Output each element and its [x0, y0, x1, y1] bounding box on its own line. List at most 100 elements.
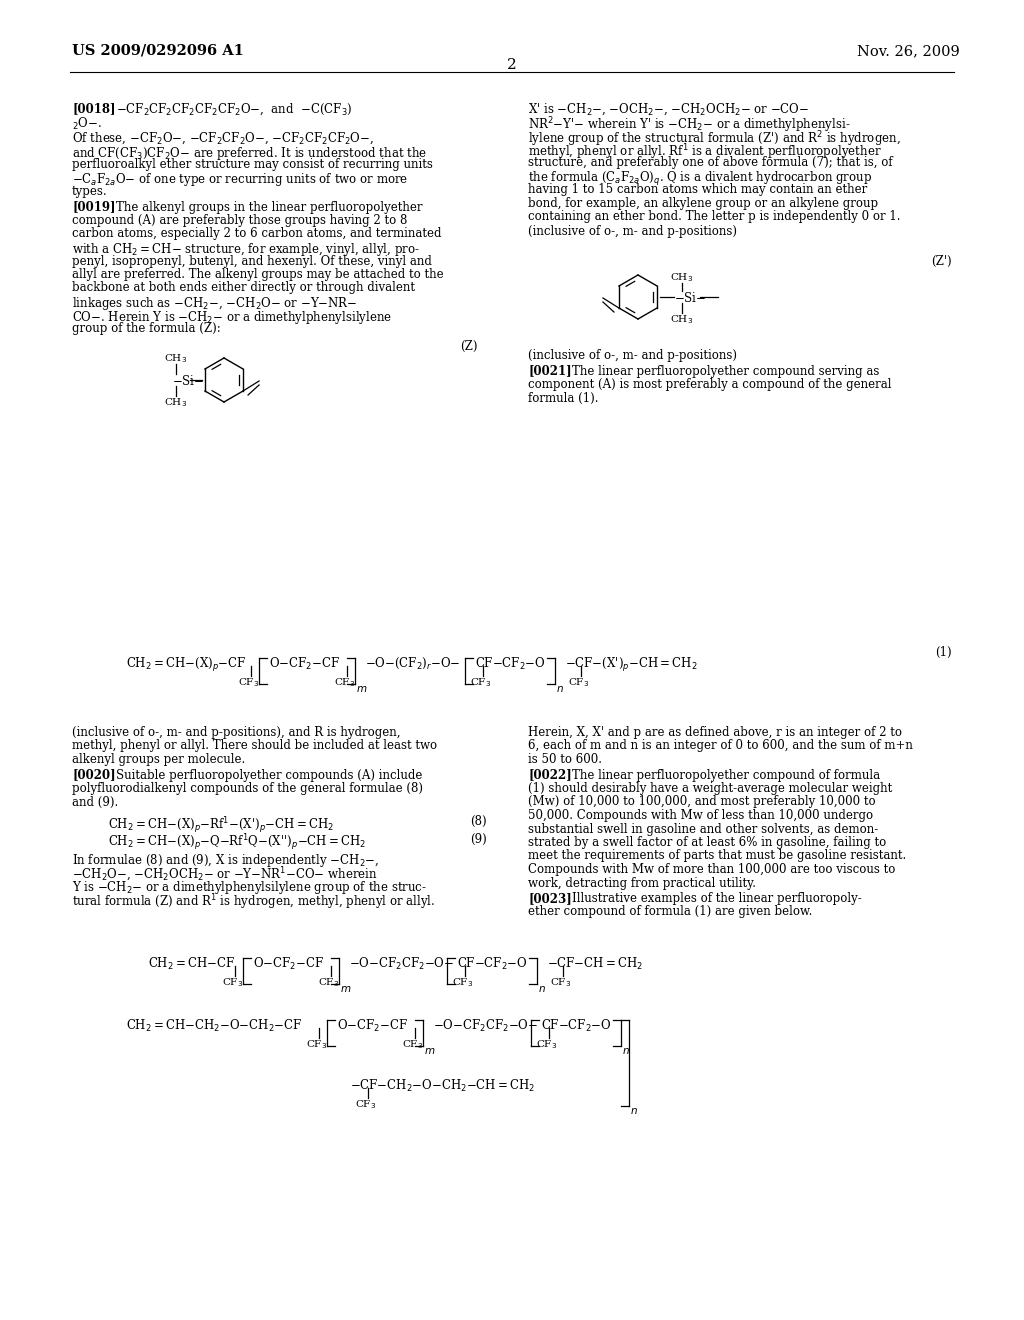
- Text: linkages such as $-$CH$_2$$-$, $-$CH$_2$O$-$ or $-$Y$-$NR$-$: linkages such as $-$CH$_2$$-$, $-$CH$_2$…: [72, 294, 357, 312]
- Text: CH$_3$: CH$_3$: [164, 396, 187, 409]
- Text: lylene group of the structural formula (Z') and R$^2$ is hydrogen,: lylene group of the structural formula (…: [528, 129, 901, 149]
- Text: [0019]: [0019]: [72, 201, 116, 214]
- Text: Suitable perfluoropolyether compounds (A) include: Suitable perfluoropolyether compounds (A…: [116, 768, 422, 781]
- Text: CF$_3$: CF$_3$: [536, 1038, 557, 1051]
- Text: and (9).: and (9).: [72, 796, 118, 808]
- Text: $_2$O$-$.: $_2$O$-$.: [72, 116, 101, 132]
- Text: The linear perfluoropolyether compound of formula: The linear perfluoropolyether compound o…: [572, 768, 880, 781]
- Text: $-$CF$-$CH$=$CH$_2$: $-$CF$-$CH$=$CH$_2$: [547, 956, 643, 972]
- Text: 50,000. Compounds with Mw of less than 10,000 undergo: 50,000. Compounds with Mw of less than 1…: [528, 809, 873, 822]
- Text: CH$_3$: CH$_3$: [164, 352, 187, 364]
- Text: $-$CF$_2$CF$_2$CF$_2$CF$_2$CF$_2$O$-$,  and  $-$C(CF$_3$): $-$CF$_2$CF$_2$CF$_2$CF$_2$CF$_2$O$-$, a…: [116, 102, 352, 117]
- Text: [0021]: [0021]: [528, 364, 571, 378]
- Text: $n$: $n$: [538, 983, 546, 994]
- Text: In formulae (8) and (9), X is independently $-$CH$_2$$-$,: In formulae (8) and (9), X is independen…: [72, 851, 379, 869]
- Text: is 50 to 600.: is 50 to 600.: [528, 752, 602, 766]
- Text: (9): (9): [470, 833, 486, 846]
- Text: Y is $-$CH$_2$$-$ or a dimethylphenylsilylene group of the struc-: Y is $-$CH$_2$$-$ or a dimethylphenylsil…: [72, 879, 427, 896]
- Text: Herein, X, X' and p are as defined above, r is an integer of 2 to: Herein, X, X' and p are as defined above…: [528, 726, 902, 739]
- Text: the formula (C$_a$F$_{2a}$O)$_q$. Q is a divalent hydrocarbon group: the formula (C$_a$F$_{2a}$O)$_q$. Q is a…: [528, 169, 872, 187]
- Text: containing an ether bond. The letter p is independently 0 or 1.: containing an ether bond. The letter p i…: [528, 210, 900, 223]
- Text: CH$_3$: CH$_3$: [670, 313, 693, 326]
- Text: and CF(CF$_3$)CF$_2$O$-$ are preferred. It is understood that the: and CF(CF$_3$)CF$_2$O$-$ are preferred. …: [72, 144, 427, 161]
- Text: O$-$CF$_2$$-$CF: O$-$CF$_2$$-$CF: [253, 956, 324, 972]
- Text: meet the requirements of parts that must be gasoline resistant.: meet the requirements of parts that must…: [528, 850, 906, 862]
- Text: Illustrative examples of the linear perfluoropoly-: Illustrative examples of the linear perf…: [572, 892, 862, 906]
- Text: $n$: $n$: [622, 1045, 630, 1056]
- Text: $-$O$-$CF$_2$CF$_2$$-$O$-$: $-$O$-$CF$_2$CF$_2$$-$O$-$: [349, 956, 454, 972]
- Text: substantial swell in gasoline and other solvents, as demon-: substantial swell in gasoline and other …: [528, 822, 879, 836]
- Text: (inclusive of o-, m- and p-positions): (inclusive of o-, m- and p-positions): [528, 348, 737, 362]
- Text: CO$-$. Herein Y is $-$CH$_2$$-$ or a dimethylphenylsilylene: CO$-$. Herein Y is $-$CH$_2$$-$ or a dim…: [72, 309, 392, 326]
- Text: methyl, phenyl or allyl. There should be included at least two: methyl, phenyl or allyl. There should be…: [72, 739, 437, 752]
- Text: (Z'): (Z'): [932, 255, 952, 268]
- Text: compound (A) are preferably those groups having 2 to 8: compound (A) are preferably those groups…: [72, 214, 408, 227]
- Text: perfluoroalkyl ether structure may consist of recurring units: perfluoroalkyl ether structure may consi…: [72, 158, 433, 172]
- Text: (inclusive of o-, m- and p-positions), and R is hydrogen,: (inclusive of o-, m- and p-positions), a…: [72, 726, 400, 739]
- Text: $n$: $n$: [630, 1106, 638, 1115]
- Text: (Z): (Z): [460, 341, 477, 352]
- Text: [0023]: [0023]: [528, 892, 571, 906]
- Text: types.: types.: [72, 185, 108, 198]
- Text: ether compound of formula (1) are given below.: ether compound of formula (1) are given …: [528, 906, 812, 919]
- Text: (inclusive of o-, m- and p-positions): (inclusive of o-, m- and p-positions): [528, 226, 737, 239]
- Text: CF$_3$: CF$_3$: [222, 975, 244, 989]
- Text: CF$_3$: CF$_3$: [452, 975, 473, 989]
- Text: work, detracting from practical utility.: work, detracting from practical utility.: [528, 876, 756, 890]
- Text: CF$_3$: CF$_3$: [306, 1038, 328, 1051]
- Text: $-$CF$-$CH$_2$$-$O$-$CH$_2$$-$CH$=$CH$_2$: $-$CF$-$CH$_2$$-$O$-$CH$_2$$-$CH$=$CH$_2…: [350, 1078, 536, 1094]
- Text: having 1 to 15 carbon atoms which may contain an ether: having 1 to 15 carbon atoms which may co…: [528, 183, 867, 195]
- Text: CF$-$CF$_2$$-$O: CF$-$CF$_2$$-$O: [541, 1018, 611, 1034]
- Text: Nov. 26, 2009: Nov. 26, 2009: [857, 44, 961, 58]
- Text: CH$_2$$=$CH$-$CH$_2$$-$O$-$CH$_2$$-$CF: CH$_2$$=$CH$-$CH$_2$$-$O$-$CH$_2$$-$CF: [126, 1018, 302, 1034]
- Text: CH$_2$$=$CH$-$CF: CH$_2$$=$CH$-$CF: [148, 956, 236, 972]
- Text: $n$: $n$: [556, 684, 564, 694]
- Text: (1): (1): [935, 645, 952, 659]
- Text: CF$_3$: CF$_3$: [318, 975, 339, 989]
- Text: 2: 2: [507, 58, 517, 73]
- Text: strated by a swell factor of at least 6% in gasoline, failing to: strated by a swell factor of at least 6%…: [528, 836, 886, 849]
- Text: CH$_2$$=$CH$-$(X)$_p$$-$CF: CH$_2$$=$CH$-$(X)$_p$$-$CF: [126, 656, 246, 675]
- Text: $-$O$-$CF$_2$CF$_2$$-$O$-$: $-$O$-$CF$_2$CF$_2$$-$O$-$: [433, 1018, 538, 1034]
- Text: O$-$CF$_2$$-$CF: O$-$CF$_2$$-$CF: [337, 1018, 408, 1034]
- Text: 6, each of m and n is an integer of 0 to 600, and the sum of m+n: 6, each of m and n is an integer of 0 to…: [528, 739, 912, 752]
- Text: [0018]: [0018]: [72, 102, 116, 115]
- Text: Of these, $-$CF$_2$O$-$, $-$CF$_2$CF$_2$O$-$, $-$CF$_2$CF$_2$CF$_2$O$-$,: Of these, $-$CF$_2$O$-$, $-$CF$_2$CF$_2$…: [72, 131, 374, 147]
- Text: $-$C$_a$F$_{2a}$O$-$ of one type or recurring units of two or more: $-$C$_a$F$_{2a}$O$-$ of one type or recu…: [72, 172, 409, 189]
- Text: US 2009/0292096 A1: US 2009/0292096 A1: [72, 44, 244, 58]
- Text: $m$: $m$: [356, 684, 368, 694]
- Text: $-$CF$-$(X')$_p$$-$CH$=$CH$_2$: $-$CF$-$(X')$_p$$-$CH$=$CH$_2$: [565, 656, 697, 675]
- Text: with a CH$_2$$=$CH$-$ structure, for example, vinyl, allyl, pro-: with a CH$_2$$=$CH$-$ structure, for exa…: [72, 242, 420, 257]
- Text: [0020]: [0020]: [72, 768, 116, 781]
- Text: CH$_3$: CH$_3$: [670, 271, 693, 284]
- Text: $-$Si$-$: $-$Si$-$: [674, 290, 707, 305]
- Text: CF$_3$: CF$_3$: [550, 975, 571, 989]
- Text: O$-$CF$_2$$-$CF: O$-$CF$_2$$-$CF: [269, 656, 340, 672]
- Text: polyfluorodialkenyl compounds of the general formulae (8): polyfluorodialkenyl compounds of the gen…: [72, 781, 423, 795]
- Text: tural formula (Z) and R$^1$ is hydrogen, methyl, phenyl or allyl.: tural formula (Z) and R$^1$ is hydrogen,…: [72, 892, 435, 912]
- Text: bond, for example, an alkylene group or an alkylene group: bond, for example, an alkylene group or …: [528, 197, 879, 210]
- Text: (1) should desirably have a weight-average molecular weight: (1) should desirably have a weight-avera…: [528, 781, 892, 795]
- Text: backbone at both ends either directly or through divalent: backbone at both ends either directly or…: [72, 281, 415, 294]
- Text: formula (1).: formula (1).: [528, 392, 598, 404]
- Text: NR$^2$$-$Y'$-$ wherein Y' is $-$CH$_2$$-$ or a dimethylphenylsi-: NR$^2$$-$Y'$-$ wherein Y' is $-$CH$_2$$-…: [528, 116, 851, 135]
- Text: structure, and preferably one of above formula (7); that is, of: structure, and preferably one of above f…: [528, 156, 893, 169]
- Text: $m$: $m$: [424, 1045, 435, 1056]
- Text: alkenyl groups per molecule.: alkenyl groups per molecule.: [72, 752, 246, 766]
- Text: The alkenyl groups in the linear perfluoropolyether: The alkenyl groups in the linear perfluo…: [116, 201, 423, 214]
- Text: component (A) is most preferably a compound of the general: component (A) is most preferably a compo…: [528, 378, 892, 391]
- Text: CF$_3$: CF$_3$: [568, 676, 589, 689]
- Text: $-$Si$-$: $-$Si$-$: [172, 374, 204, 388]
- Text: CH$_2$$=$CH$-$(X)$_p$$-$Rf$^1$$-$(X')$_p$$-$CH$=$CH$_2$: CH$_2$$=$CH$-$(X)$_p$$-$Rf$^1$$-$(X')$_p…: [108, 814, 334, 836]
- Text: [0022]: [0022]: [528, 768, 571, 781]
- Text: $m$: $m$: [340, 983, 351, 994]
- Text: (Mw) of 10,000 to 100,000, and most preferably 10,000 to: (Mw) of 10,000 to 100,000, and most pref…: [528, 796, 876, 808]
- Text: (8): (8): [470, 814, 486, 828]
- Text: Compounds with Mw of more than 100,000 are too viscous to: Compounds with Mw of more than 100,000 a…: [528, 863, 895, 876]
- Text: CF$-$CF$_2$$-$O: CF$-$CF$_2$$-$O: [475, 656, 546, 672]
- Text: CH$_2$$=$CH$-$(X)$_p$$-$Q$-$Rf$^1$Q$-$(X'')$_p$$-$CH$=$CH$_2$: CH$_2$$=$CH$-$(X)$_p$$-$Q$-$Rf$^1$Q$-$(X…: [108, 833, 367, 853]
- Text: carbon atoms, especially 2 to 6 carbon atoms, and terminated: carbon atoms, especially 2 to 6 carbon a…: [72, 227, 441, 240]
- Text: X' is $-$CH$_2$$-$, $-$OCH$_2$$-$, $-$CH$_2$OCH$_2$$-$ or $-$CO$-$: X' is $-$CH$_2$$-$, $-$OCH$_2$$-$, $-$CH…: [528, 102, 809, 117]
- Text: The linear perfluoropolyether compound serving as: The linear perfluoropolyether compound s…: [572, 364, 880, 378]
- Text: CF$_3$: CF$_3$: [238, 676, 259, 689]
